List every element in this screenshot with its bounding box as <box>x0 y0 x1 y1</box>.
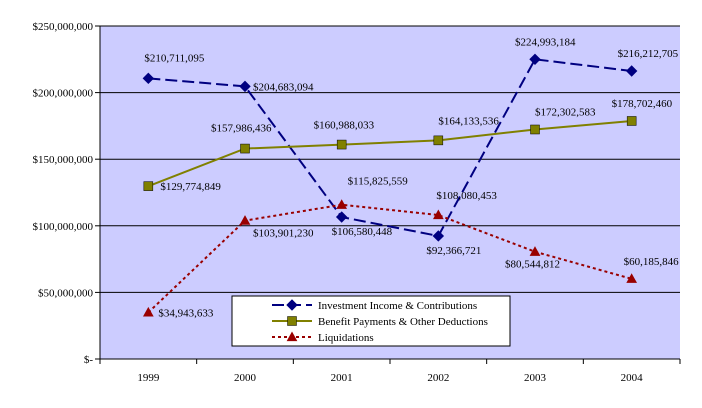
x-tick-label: 2001 <box>331 372 353 384</box>
data-point-marker <box>432 209 444 220</box>
y-tick-label: $200,000,000 <box>33 88 94 100</box>
data-label: $34,943,633 <box>158 307 214 319</box>
data-label: $172,302,583 <box>535 106 596 118</box>
data-label: $160,988,033 <box>314 120 375 132</box>
data-point-marker <box>625 65 638 77</box>
data-label: $216,212,705 <box>618 48 679 60</box>
data-label: $115,825,559 <box>348 176 409 188</box>
data-label: $108,080,453 <box>436 190 497 202</box>
data-label: $129,774,849 <box>160 181 221 193</box>
data-point-marker <box>626 273 638 283</box>
data-point-marker <box>239 80 251 93</box>
data-label: $60,185,846 <box>624 256 680 268</box>
legend-items: Investment Income & Contributions Benefit… <box>272 299 488 344</box>
data-label: $178,702,460 <box>612 98 673 110</box>
y-tick-label: $150,000,000 <box>33 154 94 166</box>
legend-marker <box>287 316 297 326</box>
data-label: $106,580,448 <box>332 226 393 238</box>
y-tick-label: $250,000,000 <box>33 21 94 33</box>
series-line-1 <box>148 58 632 238</box>
axes <box>95 25 681 364</box>
data-label: $210,711,095 <box>144 52 205 64</box>
data-point-marker <box>336 199 348 209</box>
x-tick-label: 2003 <box>524 372 547 384</box>
x-tick-label: 2002 <box>427 372 449 384</box>
data-point-marker <box>529 53 541 66</box>
data-label: $224,993,184 <box>515 36 576 48</box>
legend-label: Investment Income & Contributions <box>318 300 477 312</box>
legend-label: Liquidations <box>318 332 374 344</box>
y-tick-label: $50,000,000 <box>38 287 94 299</box>
data-point-marker <box>142 306 154 317</box>
legend-marker <box>286 299 298 311</box>
x-tick-label: 2004 <box>621 372 644 384</box>
data-label: $103,901,230 <box>253 228 314 240</box>
data-point-marker <box>335 211 348 223</box>
x-axis-tick-labels: 1999 2000 2001 2002 2003 2004 <box>137 372 643 384</box>
data-point-marker <box>432 230 445 242</box>
legend-label: Benefit Payments & Other Deductions <box>318 316 488 328</box>
y-tick-label: $- <box>84 354 94 366</box>
data-point-marker <box>336 139 347 150</box>
data-labels: $210,711,095 $204,683,094 $106,580,448 $92,… <box>144 36 679 319</box>
data-label: $157,986,436 <box>211 123 272 135</box>
data-point-marker <box>529 246 541 256</box>
y-tick-label: $100,000,000 <box>33 221 94 233</box>
x-tick-label: 1999 <box>137 372 160 384</box>
legend: Investment Income & Contributions Benefit… <box>231 295 511 347</box>
data-point-marker <box>143 181 154 191</box>
data-point-marker <box>530 124 540 135</box>
data-point-marker <box>626 116 637 126</box>
data-point-marker <box>142 72 155 85</box>
series-markers <box>142 53 638 317</box>
data-label: $204,683,094 <box>253 81 314 93</box>
data-point-marker <box>239 215 251 225</box>
x-tick-label: 2000 <box>234 372 257 384</box>
series-lines <box>147 58 632 314</box>
y-axis-tick-labels: $- $50,000,000 $100,000,000 $150,000,000 $20… <box>33 21 94 366</box>
legend-marker <box>286 331 298 342</box>
data-point-marker <box>433 135 444 146</box>
data-label: $92,366,721 <box>426 245 481 257</box>
data-point-marker <box>240 143 250 154</box>
series-line-2 <box>147 119 632 188</box>
data-label: $164,133,536 <box>438 115 499 127</box>
data-label: $80,544,812 <box>505 259 560 271</box>
